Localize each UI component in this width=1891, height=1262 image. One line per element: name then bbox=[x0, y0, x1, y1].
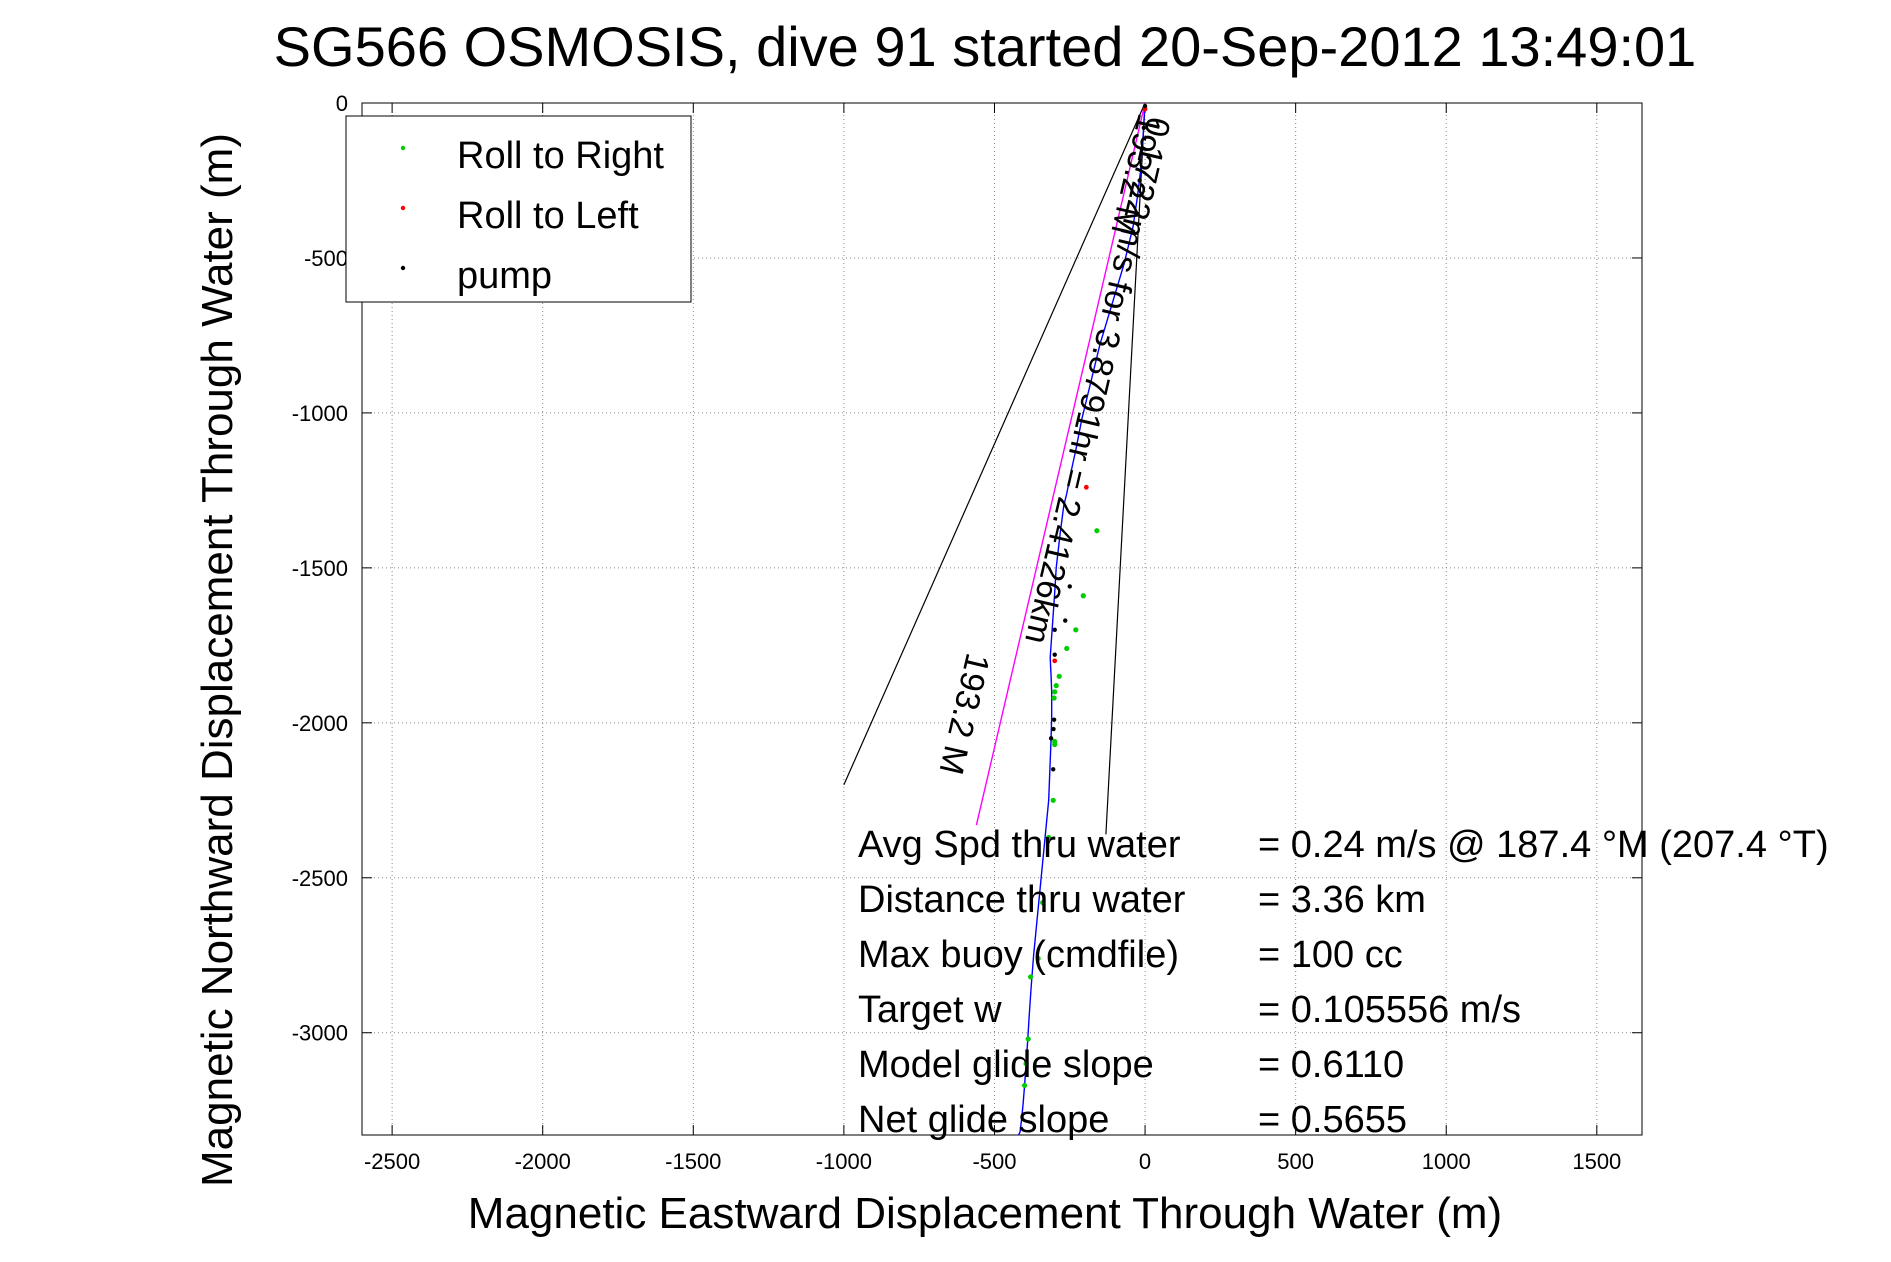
x-tick-label: -500 bbox=[972, 1149, 1016, 1174]
stat-label: Avg Spd thru water bbox=[858, 824, 1181, 866]
y-axis-label: Magnetic Northward Displacement Through … bbox=[193, 133, 242, 1187]
axes: -2500 -2000 -1500 -1000 -500 0 500 1000 1500 0 -50… bbox=[292, 91, 1643, 1174]
series-line bbox=[1017, 102, 1146, 1136]
y-tick-label: -3000 bbox=[292, 1021, 348, 1046]
x-tick-label: -2500 bbox=[364, 1149, 420, 1174]
plot-frame bbox=[361, 102, 1643, 1136]
pump-point bbox=[1052, 652, 1057, 657]
x-axis-label: Magnetic Eastward Displacement Through W… bbox=[468, 1189, 1502, 1238]
y-tick-label: 0 bbox=[336, 91, 348, 116]
stat-value: = 0.6110 bbox=[1258, 1044, 1404, 1086]
roll-right-point bbox=[1094, 528, 1100, 534]
x-tick-label: 500 bbox=[1277, 1149, 1314, 1174]
stat-value: = 100 cc bbox=[1258, 934, 1403, 976]
roll-right-point bbox=[1050, 797, 1056, 803]
y-tick-label: -2500 bbox=[292, 866, 348, 891]
legend-marker bbox=[400, 205, 406, 211]
stat-label: Max buoy (cmdfile) bbox=[858, 934, 1179, 976]
roll-right-point bbox=[1080, 593, 1086, 599]
roll-right-point bbox=[1073, 627, 1079, 633]
y-tick-label: -2000 bbox=[292, 711, 348, 736]
pump-point bbox=[1063, 618, 1068, 623]
roll-left-point bbox=[1142, 106, 1148, 112]
plot-data bbox=[843, 102, 1148, 1136]
legend-marker bbox=[400, 145, 406, 151]
roll-right-point bbox=[1052, 741, 1058, 748]
legend: Roll to Right Roll to Left pump bbox=[345, 115, 692, 303]
roll-right-point bbox=[1021, 1082, 1028, 1089]
pump-point bbox=[1051, 726, 1056, 732]
roll-right-point bbox=[1053, 683, 1059, 689]
stat-value: = 0.105556 m/s bbox=[1258, 989, 1521, 1031]
y-tick-label: -500 bbox=[304, 246, 348, 271]
grid bbox=[362, 102, 1642, 1135]
legend-marker bbox=[400, 265, 406, 271]
x-tick-label: -1000 bbox=[816, 1149, 872, 1174]
roll-right-point bbox=[1040, 899, 1046, 906]
pump-point bbox=[1052, 627, 1057, 633]
pump-point bbox=[1051, 717, 1057, 722]
roll-right-point bbox=[1064, 645, 1070, 652]
pump-point bbox=[1048, 736, 1054, 741]
roll-right-point bbox=[1051, 695, 1057, 701]
pump-point bbox=[1137, 178, 1142, 183]
legend-label: Roll to Right bbox=[457, 135, 664, 177]
sector-line bbox=[1105, 102, 1146, 835]
series-line bbox=[975, 102, 1146, 826]
pump-point bbox=[1142, 103, 1148, 109]
stat-label: Distance thru water bbox=[858, 879, 1186, 921]
x-tick-label: 1500 bbox=[1572, 1149, 1621, 1174]
stat-value: = 0.24 m/s @ 187.4 °M (207.4 °T) bbox=[1258, 824, 1829, 866]
stat-label: Net glide slope bbox=[858, 1099, 1109, 1141]
legend-label: pump bbox=[457, 255, 552, 297]
roll-right-point bbox=[1028, 974, 1034, 980]
pump-point bbox=[1141, 125, 1147, 130]
roll-left-point bbox=[1052, 658, 1058, 664]
x-tick-label: 1000 bbox=[1422, 1149, 1471, 1174]
sector-line bbox=[843, 102, 1146, 786]
stat-label: Target w bbox=[858, 989, 1002, 1031]
roll-left-point bbox=[1083, 484, 1089, 490]
roll-right-point bbox=[1052, 689, 1058, 695]
x-tick-label: -2000 bbox=[515, 1149, 571, 1174]
roll-right-point bbox=[1025, 1036, 1031, 1042]
stat-value: = 3.36 km bbox=[1258, 879, 1426, 921]
x-tick-label: 0 bbox=[1139, 1149, 1151, 1174]
y-tick-label: -1000 bbox=[292, 401, 348, 426]
pump-point bbox=[1067, 584, 1072, 589]
x-tick-label: -1500 bbox=[665, 1149, 721, 1174]
y-tick-label: -1500 bbox=[292, 556, 348, 581]
roll-right-point bbox=[1056, 673, 1062, 679]
roll-right-point bbox=[1035, 955, 1041, 961]
roll-right-point bbox=[1046, 834, 1052, 841]
roll-right-point bbox=[1023, 1061, 1029, 1067]
stat-label: Model glide slope bbox=[858, 1044, 1154, 1086]
chart-title: SG566 OSMOSIS, dive 91 started 20-Sep-20… bbox=[274, 15, 1697, 78]
pump-point bbox=[1051, 767, 1056, 772]
stat-value: = 0.5655 bbox=[1258, 1099, 1407, 1141]
legend-label: Roll to Left bbox=[457, 195, 639, 237]
